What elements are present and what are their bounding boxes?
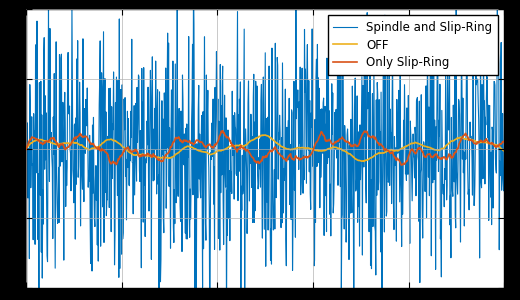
Only Slip-Ring — [23, 148, 29, 151]
Spindle and Slip-Ring — [23, 40, 29, 44]
Line: Only Slip-Ring: Only Slip-Ring — [26, 131, 520, 168]
Legend: Spindle and Slip-Ring, OFF, Only Slip-Ring: Spindle and Slip-Ring, OFF, Only Slip-Ri… — [328, 15, 499, 75]
Only Slip-Ring — [219, 129, 226, 133]
Line: Spindle and Slip-Ring: Spindle and Slip-Ring — [26, 0, 520, 300]
Line: OFF: OFF — [26, 135, 520, 163]
OFF — [23, 147, 29, 150]
